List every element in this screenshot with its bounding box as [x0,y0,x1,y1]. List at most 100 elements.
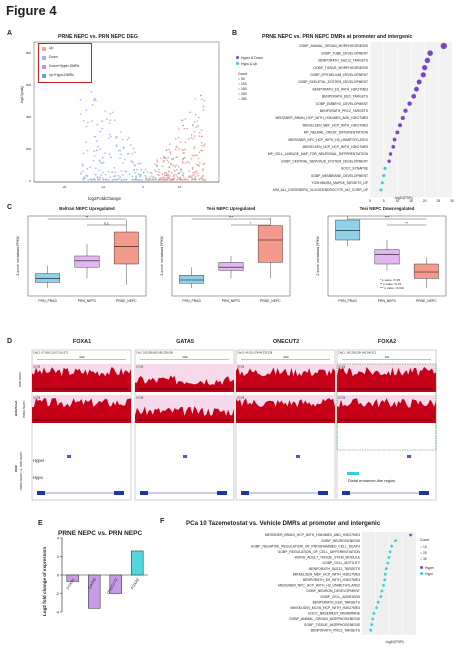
enrichment-dot [391,144,396,149]
signal-track [236,367,335,392]
volcano-point [101,156,104,159]
volcano-point [145,176,148,178]
range-label: [0-20] [339,365,346,369]
box [257,225,283,263]
volcano-point [188,170,190,173]
term-label: GOCC_SYNAPSE [341,167,369,171]
volcano-point [194,113,197,116]
volcano-point [120,179,123,181]
enrichment-dot [379,188,383,192]
volcano-point [158,174,160,177]
volcano-point [198,165,200,167]
volcano-point [168,177,171,179]
volcano-point [182,172,185,174]
volcano-point [93,177,96,180]
volcano-point [121,174,124,176]
legend-hyper-label: Hyper [425,566,435,570]
box [113,231,139,265]
volcano-point [133,171,136,174]
volcano-point [81,163,84,165]
term-label: BENPORATH_EED_TARGETS [313,600,361,604]
volcano-point [151,178,154,181]
dmr-hypo-label: Hypo [33,475,43,480]
legend-up-swatch [42,47,46,51]
volcano-point [195,126,198,129]
panel-f-size-legend: ○ 10 ○ 20 ○ 30 [420,544,427,562]
volcano-point [176,178,179,181]
enrichment-dot [427,50,433,56]
volcano-point [82,165,84,167]
term-label: GOBP_CELL_MOTILITY [322,561,360,565]
category-label: PRNE_NEPC [260,299,281,303]
gene-name: ONECUT2 [273,339,299,345]
volcano-point [104,152,106,155]
size-level: ○ 10 [420,545,427,549]
panel-f-xlabel: -log10(FDR) [385,640,404,644]
volcano-point [135,177,137,180]
volcano-point [181,149,184,151]
coordinate-label: Chr12: 57,066,113-57,201,072 [33,351,69,355]
panel-f-letter: F [160,518,165,525]
category-label: FOXA2 [130,578,140,591]
volcano-point [110,135,112,138]
volcano-point [80,172,82,175]
range-label: [0-20] [34,396,41,400]
volcano-point [90,178,92,181]
volcano-point [119,157,121,160]
bar-onecut2 [109,574,122,594]
gene-exon [217,491,227,495]
volcano-point [196,172,199,175]
gene-exon [37,491,45,495]
x-tick-label: 15 [409,199,413,203]
volcano-point [169,153,172,155]
y-tick-label: 4 [57,536,59,540]
volcano-point [168,143,171,145]
volcano-point [189,111,191,114]
volcano-point [176,175,179,178]
significance-label: *** [229,215,234,219]
scale-label: 10kb [283,355,289,359]
enrichment-dot [387,556,391,559]
enrichment-dot [388,550,392,554]
volcano-point [179,176,182,179]
legend-hypo-up-label: Hypo & Up [241,62,258,66]
x-tick-label: 0 [369,199,371,203]
volcano-point [156,164,158,167]
volcano-point [111,171,113,174]
bar-foxa2 [131,550,144,576]
volcano-point [170,158,173,160]
pvalue-note: *** p value <0.001 [380,286,405,290]
term-label: BENPORATH_PRC2_TARGETS [320,109,369,113]
enrichment-dot [422,64,428,71]
volcano-point [85,125,88,128]
term-label: MIKKELSEN_MEF_HCP_WITH_H3K27ME3 [293,572,360,576]
enrichment-dot [390,544,394,548]
volcano-point [177,128,180,131]
volcano-point [183,148,186,151]
volcano-point [113,166,116,169]
volcano-point [108,153,111,156]
volcano-point [162,160,165,163]
volcano-point [101,127,104,130]
volcano-point [102,178,104,180]
volcano-point [182,152,185,154]
panel-b-title: PRNE NEPC vs. PRN NEPC DMRs at promoter … [262,34,413,40]
volcano-point [192,166,194,169]
legend-up-label: Up [49,46,54,50]
volcano-point [104,179,107,181]
category-label: PRN_NEPC [222,299,241,303]
volcano-point [182,176,185,178]
panel-d-letter: D [7,338,13,345]
term-label: BENPORATH_ES_WITH_H3K27ME3 [303,578,360,582]
signal-track [32,398,131,423]
volcano-point [134,151,136,154]
gene-exon [419,491,429,495]
term-label: WONG_ADULT_TISSUE_STEM_MODULE [294,556,360,560]
volcano-point [108,122,111,125]
box [374,249,400,265]
box [218,262,244,271]
volcano-point [117,149,120,152]
volcano-point [201,177,204,180]
pvalue-legend: * p value <0.05 ** p value <0.01 *** p v… [380,278,404,290]
